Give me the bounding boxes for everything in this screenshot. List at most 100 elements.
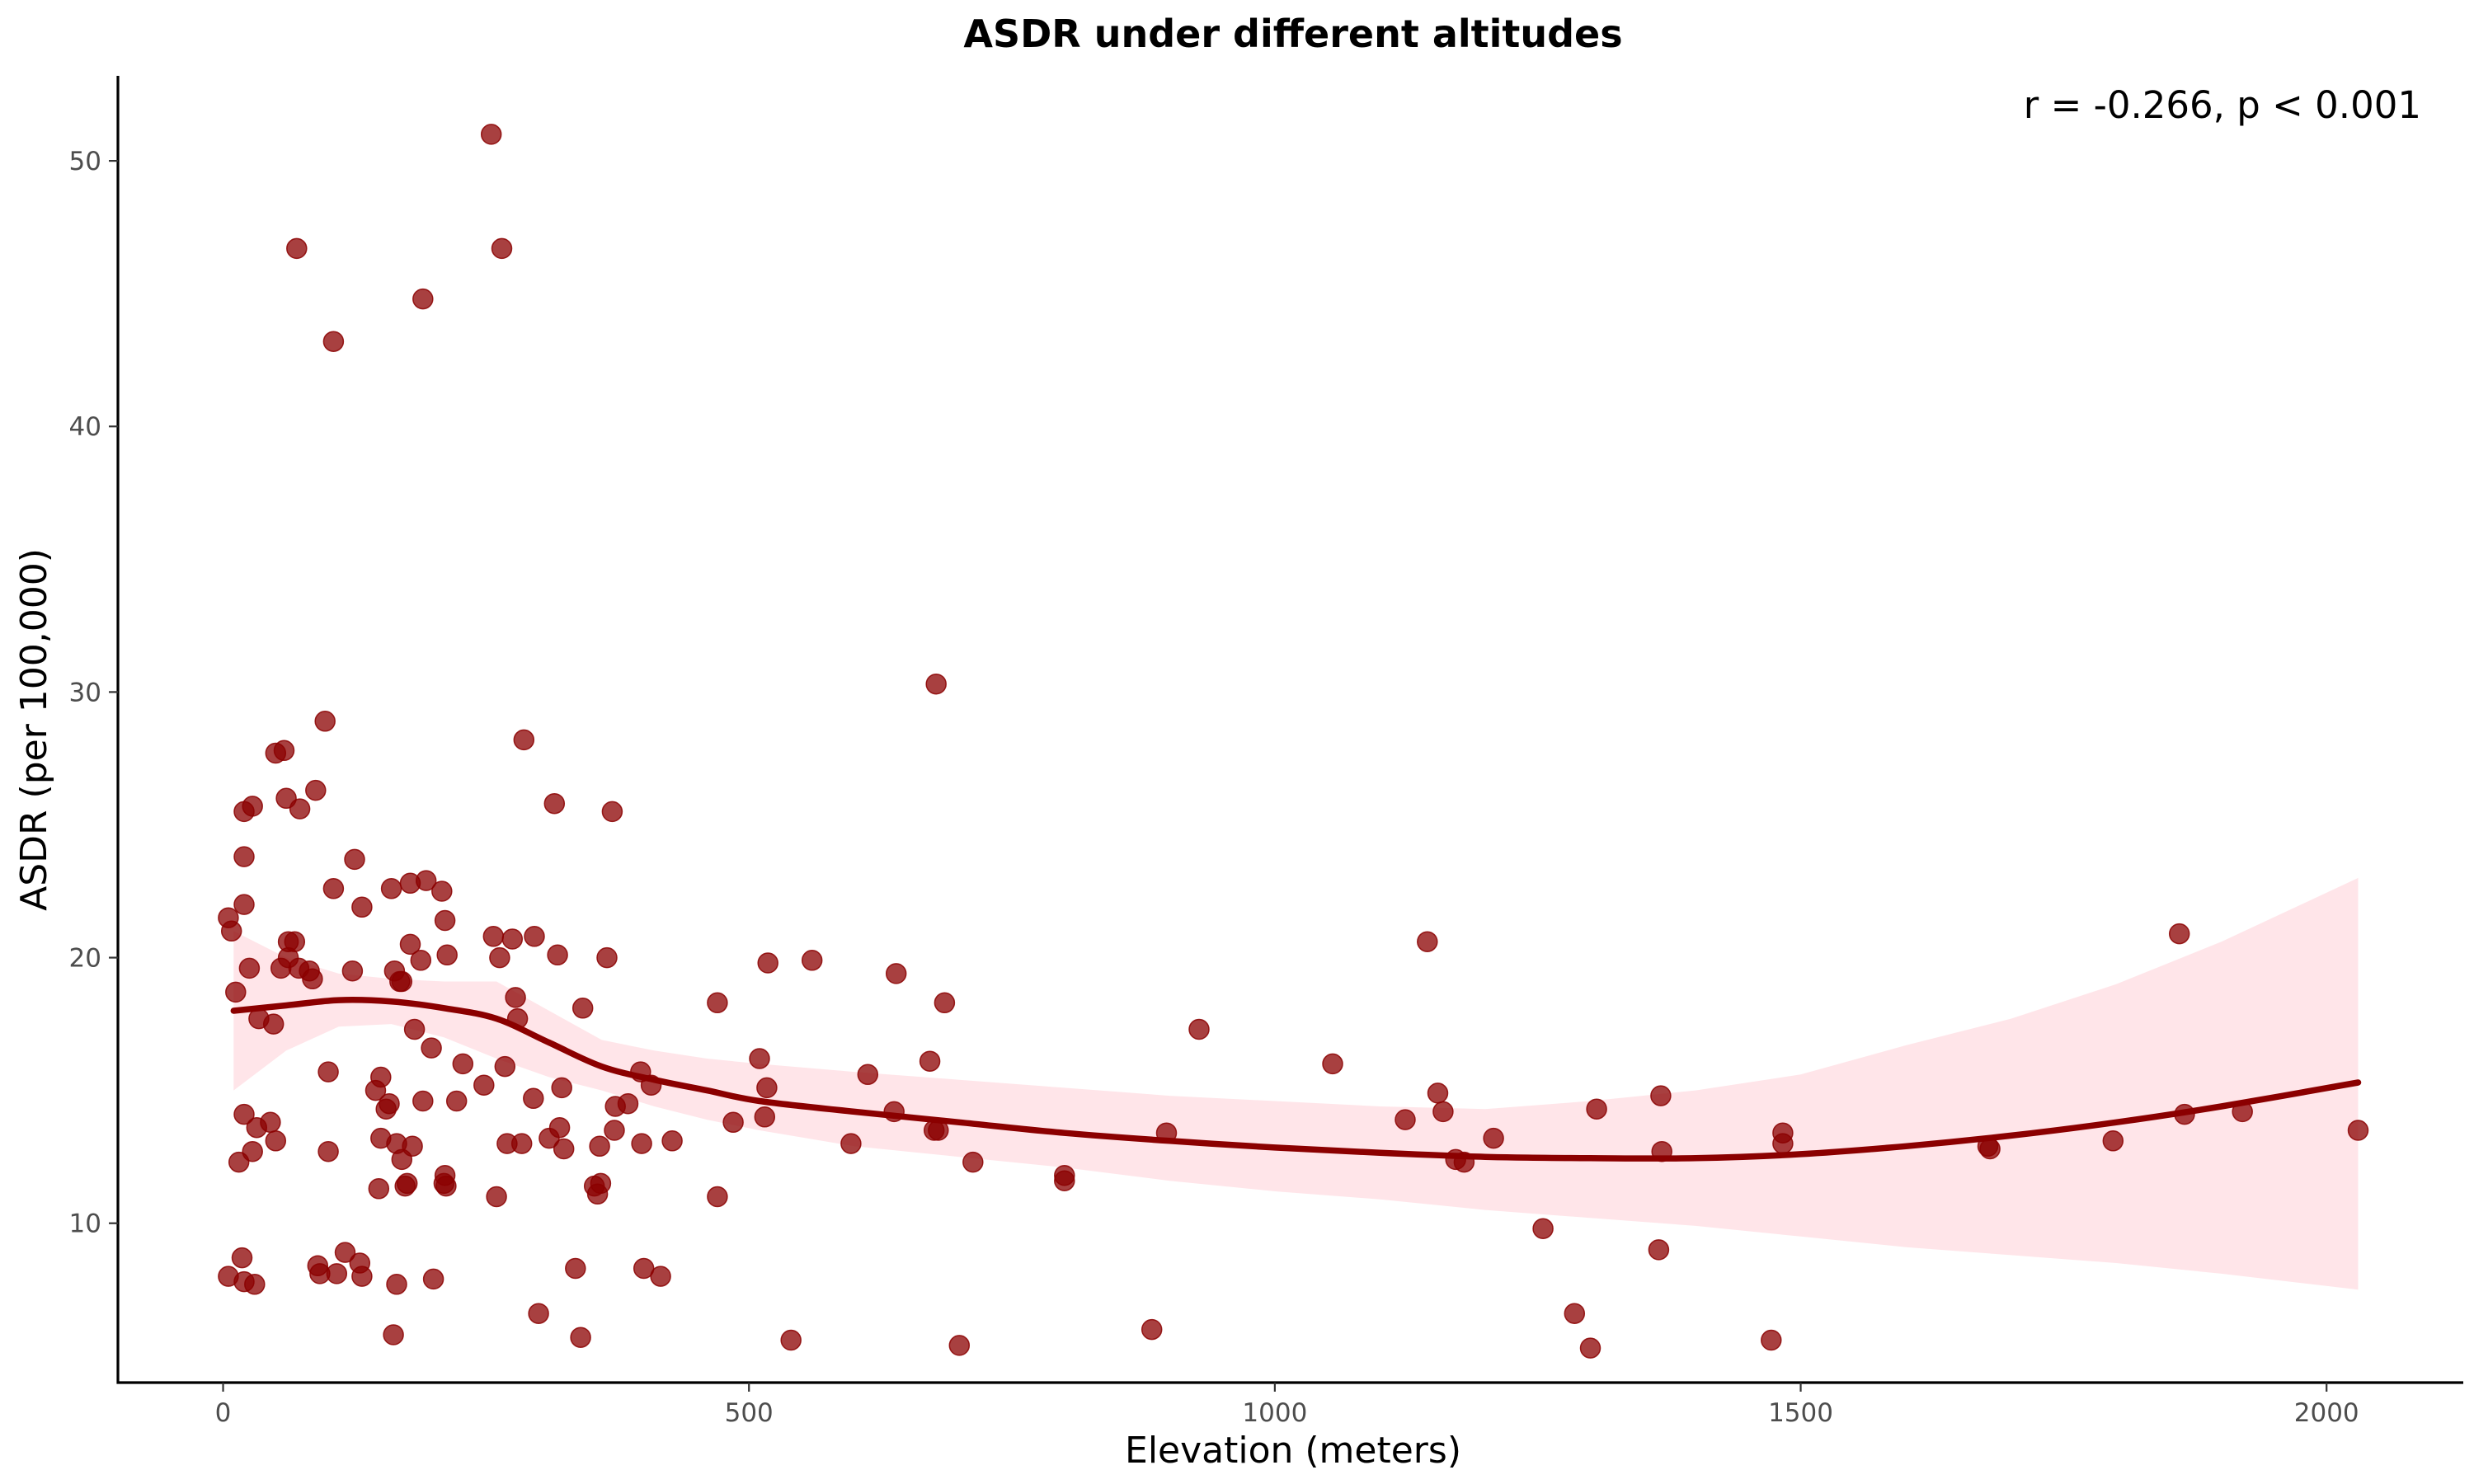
data-point xyxy=(436,944,458,966)
x-tick-label: 0 xyxy=(215,1398,232,1428)
data-point xyxy=(402,1135,423,1158)
data-point xyxy=(265,1130,287,1152)
data-point xyxy=(1586,1098,1607,1120)
data-point xyxy=(383,1324,404,1345)
data-point xyxy=(317,1061,339,1082)
data-point xyxy=(1648,1239,1670,1261)
data-point xyxy=(650,1266,671,1287)
data-point xyxy=(547,944,568,966)
data-point xyxy=(233,846,255,867)
x-axis-ticks: 0 500 1000 1500 2000 xyxy=(215,1383,2359,1428)
data-point xyxy=(962,1151,984,1173)
data-point xyxy=(1532,1218,1554,1239)
data-point xyxy=(305,779,327,801)
data-point xyxy=(260,1111,281,1134)
data-point xyxy=(601,801,623,823)
data-point xyxy=(1761,1329,1782,1351)
data-point xyxy=(242,1140,263,1162)
data-point xyxy=(524,926,545,947)
y-tick-label: 50 xyxy=(69,147,101,176)
data-point xyxy=(220,920,242,942)
data-point xyxy=(885,963,907,984)
data-point xyxy=(445,1090,468,1112)
data-point xyxy=(553,1138,575,1160)
data-point xyxy=(1564,1303,1586,1324)
data-point xyxy=(934,992,956,1014)
data-point xyxy=(589,1135,610,1158)
x-tick-label: 1500 xyxy=(1768,1398,1833,1428)
data-point xyxy=(523,1087,544,1110)
data-point xyxy=(286,237,308,260)
data-point xyxy=(412,1090,434,1112)
y-axis-ticks: 10 20 30 40 50 xyxy=(69,147,118,1239)
data-point xyxy=(233,894,255,915)
data-point xyxy=(482,926,505,947)
data-point xyxy=(1650,1085,1672,1106)
data-point xyxy=(238,957,261,979)
data-point xyxy=(322,331,345,352)
data-point xyxy=(489,946,510,969)
data-point xyxy=(757,952,778,974)
data-point xyxy=(403,1018,426,1040)
data-point xyxy=(590,1172,612,1195)
data-point xyxy=(233,1103,255,1125)
y-tick-label: 30 xyxy=(69,678,101,707)
data-point xyxy=(421,1037,442,1059)
data-point xyxy=(334,1242,356,1263)
data-point xyxy=(317,1140,339,1162)
data-point xyxy=(370,1066,392,1088)
data-point xyxy=(380,878,402,899)
data-point xyxy=(780,1329,802,1351)
data-point xyxy=(1483,1127,1504,1149)
x-axis-title: Elevation (meters) xyxy=(1125,1430,1461,1472)
data-point xyxy=(289,798,311,819)
data-point xyxy=(415,870,437,891)
data-point xyxy=(2168,923,2190,945)
data-point xyxy=(1322,1053,1343,1075)
data-point xyxy=(225,981,247,1003)
data-point xyxy=(604,1120,625,1141)
confidence-band xyxy=(233,877,2359,1290)
data-point xyxy=(494,1055,516,1078)
x-tick-label: 500 xyxy=(725,1398,774,1428)
chart-title: ASDR under different altitudes xyxy=(963,12,1622,56)
data-point xyxy=(801,950,823,971)
data-point xyxy=(422,1268,444,1290)
data-point xyxy=(399,933,421,956)
confidence-band-layer xyxy=(233,877,2359,1290)
data-point xyxy=(551,1077,572,1099)
data-point xyxy=(242,796,263,817)
data-point xyxy=(322,878,345,899)
correlation-annotation: r = -0.266, p < 0.001 xyxy=(2024,83,2421,127)
data-point xyxy=(596,946,618,969)
data-point xyxy=(631,1133,652,1154)
data-point xyxy=(262,1013,285,1035)
data-point xyxy=(510,1133,533,1154)
y-axis-title: ASDR (per 100,000) xyxy=(13,548,55,911)
data-point xyxy=(1432,1101,1454,1123)
data-point xyxy=(1579,1337,1602,1359)
data-point xyxy=(857,1064,879,1086)
data-point xyxy=(314,711,336,732)
data-point xyxy=(2347,1120,2369,1141)
data-point xyxy=(528,1303,549,1324)
data-point xyxy=(351,896,373,918)
data-point xyxy=(548,1116,571,1139)
data-point xyxy=(480,124,502,145)
data-point xyxy=(925,673,947,695)
data-point xyxy=(661,1130,683,1152)
data-point xyxy=(368,1178,390,1200)
smooth-line xyxy=(230,997,2362,1162)
data-point xyxy=(1427,1082,1449,1104)
data-point xyxy=(344,848,365,871)
data-point xyxy=(1395,1109,1416,1130)
data-point xyxy=(505,987,526,1008)
data-point xyxy=(284,931,306,952)
data-point xyxy=(1054,1170,1075,1191)
points-layer xyxy=(218,124,2369,1359)
data-point xyxy=(431,881,453,902)
data-point xyxy=(754,1106,776,1128)
data-point xyxy=(326,1263,348,1284)
data-point xyxy=(302,968,323,990)
